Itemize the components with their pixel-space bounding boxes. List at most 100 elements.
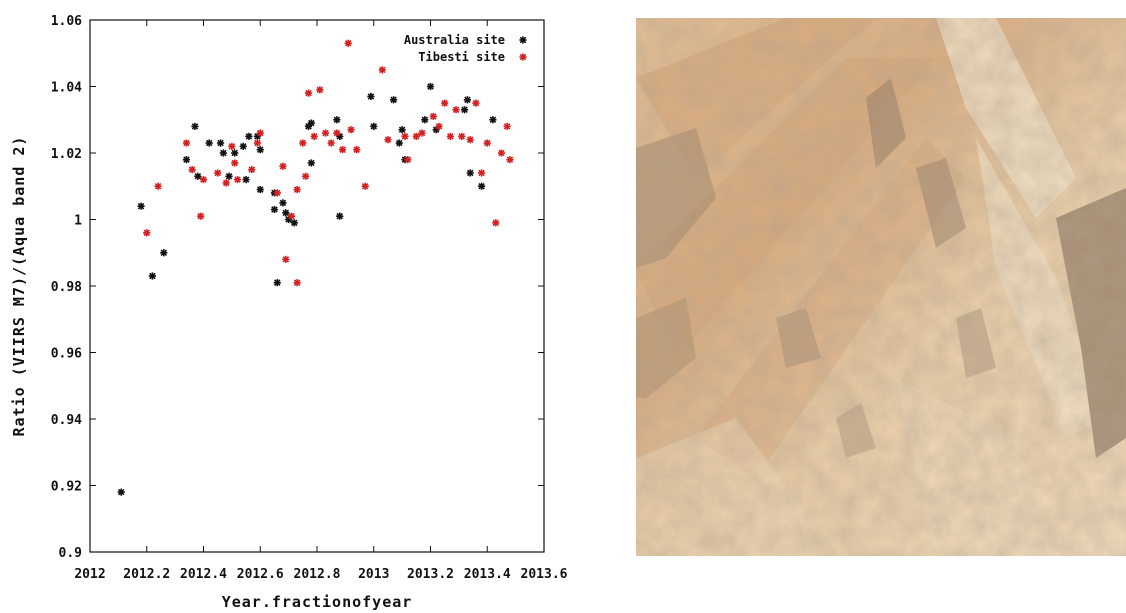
data-point-tibesti bbox=[338, 146, 347, 154]
y-tick-label: 1.04 bbox=[51, 81, 82, 96]
data-point-tibesti bbox=[154, 182, 162, 190]
data-point-tibesti bbox=[233, 176, 242, 184]
y-tick-label: 0.9 bbox=[59, 546, 82, 561]
data-point-tibesti bbox=[143, 229, 151, 237]
satellite-image bbox=[636, 18, 1126, 556]
x-tick-label: 2012.2 bbox=[123, 567, 170, 582]
data-point-australia bbox=[148, 272, 157, 280]
data-point-australia bbox=[182, 156, 191, 164]
satellite-image-icon bbox=[636, 18, 1126, 556]
x-axis-title: Year.fractionofyear bbox=[222, 593, 413, 611]
legend-label-tibesti: Tibesti site bbox=[418, 50, 505, 64]
data-point-australia bbox=[477, 182, 486, 190]
y-tick-label: 0.98 bbox=[51, 280, 82, 295]
data-point-tibesti bbox=[333, 129, 341, 137]
y-tick-label: 1 bbox=[74, 214, 82, 229]
data-point-australia bbox=[191, 122, 199, 130]
data-point-tibesti bbox=[477, 169, 486, 177]
x-tick-label: 2012 bbox=[74, 567, 105, 582]
scatter-chart: 2012 2012.2 2012.4 2012.6 2012.8 2013 2013.2 20… bbox=[10, 14, 568, 611]
x-tick-label: 2013.2 bbox=[407, 567, 454, 582]
data-points bbox=[117, 39, 514, 496]
data-point-australia bbox=[245, 132, 253, 140]
data-point-australia bbox=[367, 92, 375, 101]
data-point-tibesti bbox=[199, 176, 208, 184]
data-point-tibesti bbox=[256, 129, 264, 137]
data-point-australia bbox=[242, 176, 250, 184]
data-point-australia bbox=[390, 96, 398, 104]
legend-label-australia: Australia site bbox=[404, 33, 505, 47]
data-point-tibesti bbox=[497, 149, 506, 157]
data-point-tibesti bbox=[287, 212, 296, 220]
data-point-australia bbox=[231, 149, 239, 157]
data-point-tibesti bbox=[228, 142, 236, 150]
data-point-tibesti bbox=[506, 156, 514, 164]
data-point-tibesti bbox=[282, 255, 290, 263]
y-tick-label: 0.96 bbox=[51, 347, 82, 362]
x-axis-ticks: 2012 2012.2 2012.4 2012.6 2012.8 2013 2013.2 20… bbox=[74, 20, 568, 582]
data-point-australia bbox=[489, 116, 497, 124]
y-tick-label: 0.94 bbox=[51, 413, 82, 428]
x-tick-label: 2012.4 bbox=[180, 567, 227, 582]
data-point-australia bbox=[426, 82, 435, 91]
y-tick-label: 1.02 bbox=[51, 147, 82, 162]
data-point-australia bbox=[160, 249, 168, 257]
data-point-australia bbox=[256, 185, 264, 194]
y-tick-label: 1.06 bbox=[51, 14, 82, 29]
data-point-australia bbox=[117, 488, 125, 496]
data-point-tibesti bbox=[483, 139, 491, 147]
x-tick-label: 2013 bbox=[358, 567, 389, 582]
data-point-australia bbox=[307, 119, 315, 127]
data-point-australia bbox=[460, 106, 469, 114]
data-point-australia bbox=[239, 142, 247, 150]
legend-marker-australia bbox=[519, 36, 527, 44]
legend: Australia site Tibesti site bbox=[404, 33, 527, 64]
x-tick-label: 2012.8 bbox=[294, 567, 341, 582]
data-point-tibesti bbox=[299, 139, 307, 147]
data-point-tibesti bbox=[446, 132, 454, 140]
data-point-australia bbox=[219, 149, 227, 157]
data-point-australia bbox=[395, 139, 403, 147]
data-point-tibesti bbox=[316, 86, 324, 94]
data-point-australia bbox=[256, 146, 264, 154]
data-point-tibesti bbox=[435, 122, 443, 130]
data-point-australia bbox=[194, 172, 202, 180]
data-point-australia bbox=[466, 169, 474, 177]
data-point-australia bbox=[333, 116, 341, 124]
y-axis-ticks: 0.9 0.92 0.94 0.96 0.98 1 1.02 1.04 1.06 bbox=[51, 14, 544, 561]
data-point-tibesti bbox=[253, 139, 262, 147]
data-point-australia bbox=[421, 116, 429, 124]
data-point-australia bbox=[336, 212, 344, 220]
data-point-tibesti bbox=[188, 166, 196, 174]
data-point-australia bbox=[398, 126, 406, 134]
data-point-australia bbox=[463, 96, 471, 104]
data-point-tibesti bbox=[361, 182, 369, 190]
data-point-australia bbox=[282, 209, 290, 217]
data-point-australia bbox=[290, 219, 298, 227]
data-point-australia bbox=[279, 199, 287, 207]
data-point-tibesti bbox=[378, 66, 386, 74]
data-point-tibesti bbox=[347, 126, 355, 134]
data-point-tibesti bbox=[222, 179, 230, 187]
data-point-tibesti bbox=[503, 122, 511, 130]
data-point-tibesti bbox=[466, 136, 474, 144]
y-tick-label: 0.92 bbox=[51, 480, 82, 495]
legend-marker-tibesti bbox=[519, 53, 527, 61]
data-point-tibesti bbox=[452, 106, 460, 114]
data-point-australia bbox=[270, 205, 279, 214]
data-point-tibesti bbox=[418, 129, 426, 137]
data-point-australia bbox=[216, 139, 225, 147]
data-point-tibesti bbox=[353, 146, 361, 154]
data-point-tibesti bbox=[214, 169, 222, 177]
data-point-tibesti bbox=[279, 162, 287, 170]
data-point-tibesti bbox=[429, 112, 437, 121]
data-point-tibesti bbox=[441, 99, 449, 107]
data-point-tibesti bbox=[404, 156, 412, 164]
x-tick-label: 2013.4 bbox=[464, 567, 511, 582]
y-axis-title: Ratio (VIIRS M7)/(Aqua band 2) bbox=[10, 136, 28, 437]
x-tick-label: 2013.6 bbox=[521, 567, 568, 582]
x-tick-label: 2012.6 bbox=[237, 567, 284, 582]
legend-marker-tibesti-glyph bbox=[519, 53, 527, 61]
data-point-australia bbox=[137, 202, 145, 210]
data-point-tibesti bbox=[412, 132, 420, 140]
